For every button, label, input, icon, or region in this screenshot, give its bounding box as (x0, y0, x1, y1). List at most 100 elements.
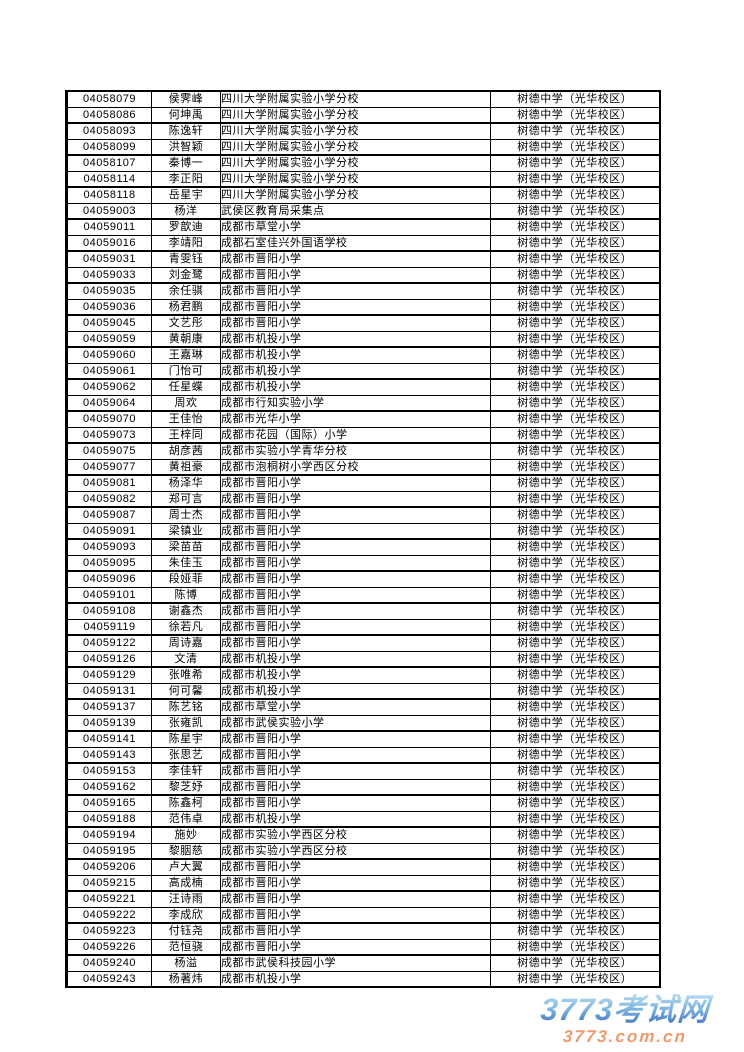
cell-exam-id: 04058114 (66, 170, 152, 188)
table-row: 04059036 杨君鹏 成都市晋阳小学 树德中学（光华校区） (66, 298, 660, 316)
cell-primary-school: 成都市晋阳小学 (220, 266, 491, 284)
cell-exam-id: 04059162 (66, 778, 152, 796)
cell-primary-school: 成都市晋阳小学 (220, 490, 491, 508)
table-row: 04059221 汪诗雨 成都市晋阳小学 树德中学（光华校区） (66, 890, 660, 908)
cell-exam-id: 04059031 (66, 250, 152, 268)
cell-student-name: 陈逸轩 (151, 122, 221, 140)
cell-student-name: 洪智颖 (151, 138, 221, 156)
cell-student-name: 范恒骁 (151, 938, 221, 956)
cell-student-name: 谢鑫杰 (151, 602, 221, 620)
watermark-site-name: 3773考试网 (509, 992, 741, 1027)
cell-primary-school: 四川大学附属实验小学分校 (220, 138, 491, 156)
cell-exam-id: 04058086 (66, 106, 152, 124)
cell-student-name: 杨溢 (151, 954, 221, 972)
cell-exam-id: 04059141 (66, 730, 152, 748)
cell-primary-school: 成都市晋阳小学 (220, 554, 491, 572)
cell-exam-id: 04059165 (66, 794, 152, 812)
cell-primary-school: 四川大学附属实验小学分校 (220, 154, 491, 172)
table-row: 04059119 徐若凡 成都市晋阳小学 树德中学（光华校区） (66, 618, 660, 636)
cell-student-name: 刘金鹭 (151, 266, 221, 284)
cell-exam-id: 04058093 (66, 122, 152, 140)
cell-primary-school: 成都市武侯实验小学 (220, 714, 491, 732)
cell-primary-school: 成都市晋阳小学 (220, 762, 491, 780)
table-row: 04059075 胡彦茜 成都市实验小学青华分校 树德中学（光华校区） (66, 442, 660, 460)
cell-student-name: 何坤禹 (151, 106, 221, 124)
cell-primary-school: 成都市晋阳小学 (220, 794, 491, 812)
cell-admitted-school: 树德中学（光华校区） (490, 906, 660, 924)
cell-student-name: 杨君鹏 (151, 298, 221, 316)
cell-primary-school: 成都市晋阳小学 (220, 922, 491, 940)
cell-admitted-school: 树德中学（光华校区） (490, 330, 660, 348)
cell-primary-school: 成都市晋阳小学 (220, 906, 491, 924)
cell-exam-id: 04059036 (66, 298, 152, 316)
table-row: 04059045 文艺彤 成都市晋阳小学 树德中学（光华校区） (66, 314, 660, 332)
cell-student-name: 陈星宇 (151, 730, 221, 748)
cell-exam-id: 04059222 (66, 906, 152, 924)
cell-admitted-school: 树德中学（光华校区） (490, 266, 660, 284)
table-row: 04059035 余任骐 成都市晋阳小学 树德中学（光华校区） (66, 282, 660, 300)
cell-primary-school: 成都市行知实验小学 (220, 394, 491, 412)
table-row: 04059059 黄朝康 成都市机投小学 树德中学（光华校区） (66, 330, 660, 348)
cell-admitted-school: 树德中学（光华校区） (490, 714, 660, 732)
cell-student-name: 黄祖豪 (151, 458, 221, 476)
cell-primary-school: 成都市晋阳小学 (220, 602, 491, 620)
table-row: 04059131 何可馨 成都市机投小学 树德中学（光华校区） (66, 682, 660, 700)
cell-admitted-school: 树德中学（光华校区） (490, 554, 660, 572)
cell-exam-id: 04059188 (66, 810, 152, 828)
cell-student-name: 周欢 (151, 394, 221, 412)
cell-student-name: 范伟卓 (151, 810, 221, 828)
cell-student-name: 李靖阳 (151, 234, 221, 252)
cell-primary-school: 成都市草堂小学 (220, 698, 491, 716)
table-row: 04059165 陈鑫柯 成都市晋阳小学 树德中学（光华校区） (66, 794, 660, 812)
table-row: 04059129 张唯希 成都市机投小学 树德中学（光华校区） (66, 666, 660, 684)
cell-admitted-school: 树德中学（光华校区） (490, 234, 660, 252)
cell-admitted-school: 树德中学（光华校区） (490, 922, 660, 940)
cell-admitted-school: 树德中学（光华校区） (490, 170, 660, 188)
table-row: 04059162 黎芝妤 成都市晋阳小学 树德中学（光华校区） (66, 778, 660, 796)
cell-student-name: 岳星宇 (151, 186, 221, 204)
cell-primary-school: 成都市晋阳小学 (220, 522, 491, 540)
cell-primary-school: 四川大学附属实验小学分校 (220, 106, 491, 124)
table-row: 04058086 何坤禹 四川大学附属实验小学分校 树德中学（光华校区） (66, 106, 660, 124)
table-row: 04059143 张思艺 成都市晋阳小学 树德中学（光华校区） (66, 746, 660, 764)
cell-primary-school: 成都市晋阳小学 (220, 538, 491, 556)
cell-primary-school: 成都市机投小学 (220, 330, 491, 348)
cell-exam-id: 04059062 (66, 378, 152, 396)
cell-primary-school: 成都市机投小学 (220, 970, 491, 988)
cell-primary-school: 成都市草堂小学 (220, 218, 491, 236)
cell-primary-school: 成都市光华小学 (220, 410, 491, 428)
cell-primary-school: 成都市晋阳小学 (220, 474, 491, 492)
table-row: 04059101 陈博 成都市晋阳小学 树德中学（光华校区） (66, 586, 660, 604)
cell-student-name: 李佳轩 (151, 762, 221, 780)
cell-admitted-school: 树德中学（光华校区） (490, 858, 660, 876)
cell-primary-school: 成都市机投小学 (220, 682, 491, 700)
cell-student-name: 周士杰 (151, 506, 221, 524)
cell-exam-id: 04059081 (66, 474, 152, 492)
cell-primary-school: 四川大学附属实验小学分校 (220, 90, 491, 108)
cell-student-name: 张唯希 (151, 666, 221, 684)
table-row: 04059081 杨泽华 成都市晋阳小学 树德中学（光华校区） (66, 474, 660, 492)
cell-exam-id: 04058107 (66, 154, 152, 172)
table-row: 04059240 杨溢 成都市武侯科技园小学 树德中学（光华校区） (66, 954, 660, 972)
cell-exam-id: 04059194 (66, 826, 152, 844)
cell-student-name: 卢大翼 (151, 858, 221, 876)
cell-admitted-school: 树德中学（光华校区） (490, 474, 660, 492)
cell-exam-id: 04059206 (66, 858, 152, 876)
table-row: 04059003 杨洋 武侯区教育局采集点 树德中学（光华校区） (66, 202, 660, 220)
cell-admitted-school: 树德中学（光华校区） (490, 522, 660, 540)
cell-admitted-school: 树德中学（光华校区） (490, 186, 660, 204)
table-row: 04059215 高成楠 成都市晋阳小学 树德中学（光华校区） (66, 874, 660, 892)
cell-admitted-school: 树德中学（光华校区） (490, 762, 660, 780)
cell-exam-id: 04059059 (66, 330, 152, 348)
cell-exam-id: 04059223 (66, 922, 152, 940)
watermark-site-domain: 3773.com.cn (562, 1027, 688, 1046)
table-row: 04059070 王佳怡 成都市光华小学 树德中学（光华校区） (66, 410, 660, 428)
cell-student-name: 陈艺铭 (151, 698, 221, 716)
cell-exam-id: 04059226 (66, 938, 152, 956)
cell-primary-school: 成都市晋阳小学 (220, 618, 491, 636)
cell-primary-school: 成都市机投小学 (220, 666, 491, 684)
cell-primary-school: 成都市花园（国际）小学 (220, 426, 491, 444)
cell-student-name: 杨著炜 (151, 970, 221, 988)
cell-student-name: 张雍凯 (151, 714, 221, 732)
